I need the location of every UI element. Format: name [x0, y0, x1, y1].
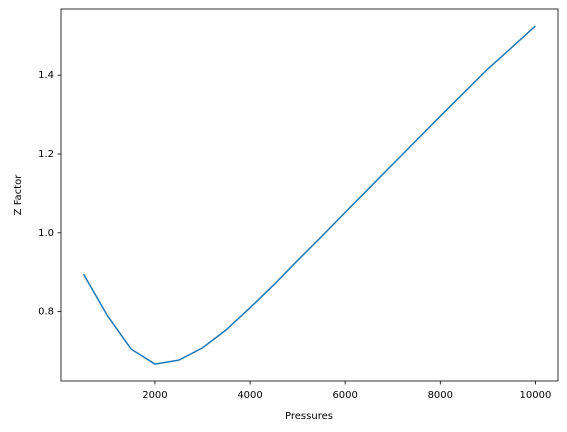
x-tick-label: 10000 [520, 390, 552, 401]
y-tick-label: 0.8 [38, 307, 54, 318]
y-tick-label: 1.2 [38, 149, 54, 160]
y-axis-label: Z Factor [13, 174, 24, 216]
x-tick-label: 6000 [332, 390, 357, 401]
line [82, 25, 536, 365]
x-tick-label: 4000 [237, 390, 262, 401]
y-tick-label: 1.0 [38, 228, 54, 239]
y-tick-label: 1.4 [38, 70, 54, 81]
x-axis-label: Pressures [285, 411, 333, 422]
plot-frame [60, 8, 559, 382]
x-tick-label: 8000 [428, 390, 453, 401]
x-tick-label: 2000 [142, 390, 167, 401]
